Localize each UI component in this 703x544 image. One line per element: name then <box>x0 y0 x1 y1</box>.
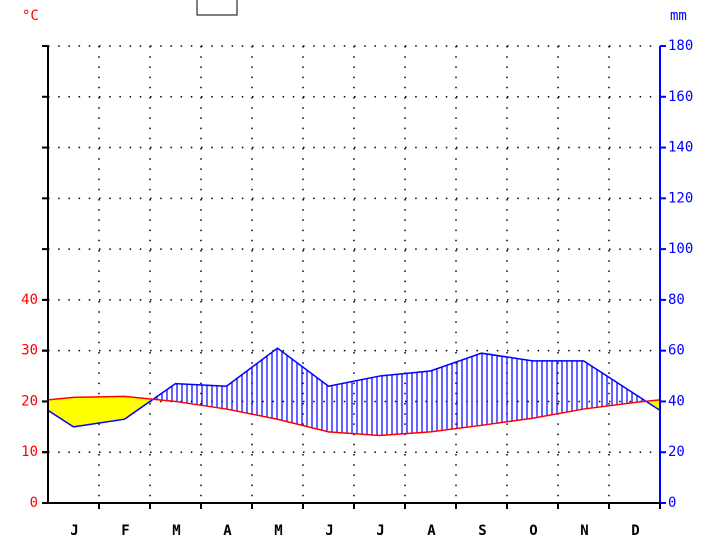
y2-tick-label: 180 <box>668 38 693 54</box>
y2-tick-label: 160 <box>668 89 693 105</box>
y-tick-label: 20 <box>21 393 38 409</box>
precipitation-edge <box>634 393 661 411</box>
x-tick-label: N <box>580 523 588 539</box>
x-tick-label: M <box>274 523 282 539</box>
precipitation-line <box>73 347 635 428</box>
y2-label: mm <box>670 8 687 24</box>
x-tick-label: J <box>376 523 384 539</box>
y2-tick-label: 40 <box>668 393 685 409</box>
title-box <box>196 0 238 16</box>
x-tick-label: F <box>121 523 129 539</box>
x-tick-label: M <box>172 523 180 539</box>
y2-tick-label: 100 <box>668 241 693 257</box>
y-tick-label: 40 <box>21 292 38 308</box>
x-tick-label: S <box>478 523 486 539</box>
temperature-edge <box>47 396 74 401</box>
y-tick-label: 30 <box>21 343 38 359</box>
y2-tick-label: 0 <box>668 495 676 511</box>
x-tick-label: J <box>70 523 78 539</box>
x-tick-label: D <box>631 523 639 539</box>
temperature-edge <box>634 399 661 404</box>
x-tick-label: A <box>427 523 436 539</box>
precipitation-edge <box>47 409 74 428</box>
y2-tick-label: 20 <box>668 444 685 460</box>
x-tick-label: O <box>529 523 537 539</box>
temperature-line <box>73 395 635 437</box>
y-tick-label: 0 <box>30 495 38 511</box>
y-label: °C <box>22 8 39 24</box>
y2-tick-label: 60 <box>668 343 685 359</box>
x-tick-label: J <box>325 523 333 539</box>
y2-tick-label: 120 <box>668 190 693 206</box>
y2-tick-label: 80 <box>668 292 685 308</box>
y-tick-label: 10 <box>21 444 38 460</box>
x-tick-label: A <box>223 523 232 539</box>
y2-tick-label: 140 <box>668 140 693 156</box>
